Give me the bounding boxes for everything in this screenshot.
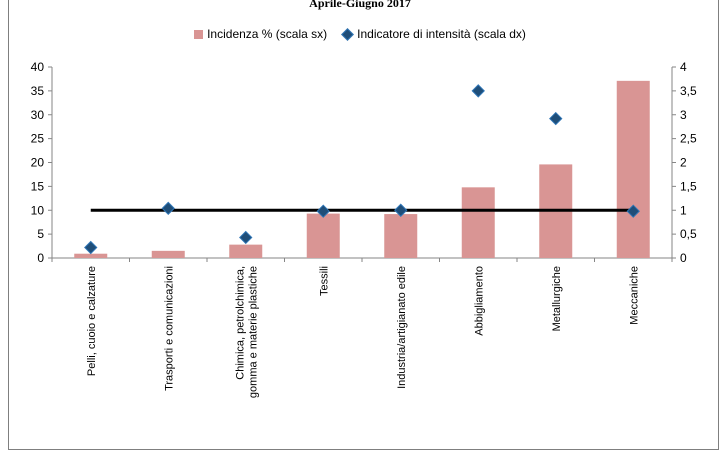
left-tick-label: 10 [31,203,45,217]
bar [461,187,495,258]
category-label-line: Meccaniche [628,266,640,325]
left-tick-label: 40 [31,60,45,74]
category-label: Abbigliamento [473,266,485,336]
category-label-line: Pelli, cuoio e calzature [86,266,98,376]
right-tick-label: 3 [680,108,687,122]
right-tick-label: 1,5 [680,179,697,193]
category-label: Chimica, petrolchimica,gomma e materie p… [234,266,259,398]
right-tick-label: 4 [680,60,687,74]
category-label-line: Abbigliamento [473,266,485,336]
category-label: Industria/artigianato edile [396,266,408,389]
left-tick-label: 5 [37,227,44,241]
diamond-point [471,84,485,98]
category-label: Tessili [318,266,330,296]
category-label: Metallurgiche [551,266,563,331]
left-tick-label: 30 [31,108,45,122]
legend-label-incidenza: Incidenza % (scala sx) [207,27,328,41]
category-label-line: Industria/artigianato edile [396,266,408,389]
left-tick-label: 0 [37,251,44,265]
legend-label-intensita: Indicatore di intensità (scala dx) [357,27,526,41]
right-tick-label: 2,5 [680,132,697,146]
right-tick-label: 2 [680,156,687,170]
diamond-point [394,203,408,217]
left-tick-label: 35 [31,84,45,98]
chart-frame [8,0,719,450]
legend-item-incidenza: Incidenza % (scala sx) [194,27,327,41]
legend-item-intensita: Indicatore di intensità (scala dx) [341,27,526,41]
diamond-point [549,111,563,126]
right-tick-label: 1 [680,203,687,217]
left-tick-label: 25 [31,132,45,146]
category-label-line: Metallurgiche [551,266,563,331]
bar [74,253,108,258]
category-label: Trasporti e comunicazioni [163,266,175,391]
bar [616,80,650,258]
left-tick-label: 15 [31,179,45,193]
bar [151,250,185,258]
right-tick-label: 3,5 [680,84,697,98]
diamond-point [316,204,330,218]
legend-bar-swatch [194,29,204,39]
category-label-line: Trasporti e comunicazioni [163,266,175,391]
right-tick-label: 0,5 [680,227,697,241]
bar [229,244,263,258]
category-label-line: Chimica, petrolchimica, [234,266,246,380]
bar [384,214,418,258]
category-label: Meccaniche [628,266,640,325]
bar [306,213,340,258]
category-label-line: gomma e materie plastiche [247,266,259,398]
diamond-point [161,201,175,216]
chart-legend: Incidenza % (scala sx) Indicatore di int… [0,27,720,41]
category-label-line: Tessili [318,266,330,296]
diamond-point [239,230,253,245]
left-tick-label: 20 [31,156,45,170]
diamond-point [626,204,640,218]
right-tick-label: 0 [680,251,687,265]
category-label: Pelli, cuoio e calzature [86,266,98,376]
chart-title: Aprile-Giugno 2017 [309,0,411,10]
diamond-point [84,240,98,255]
